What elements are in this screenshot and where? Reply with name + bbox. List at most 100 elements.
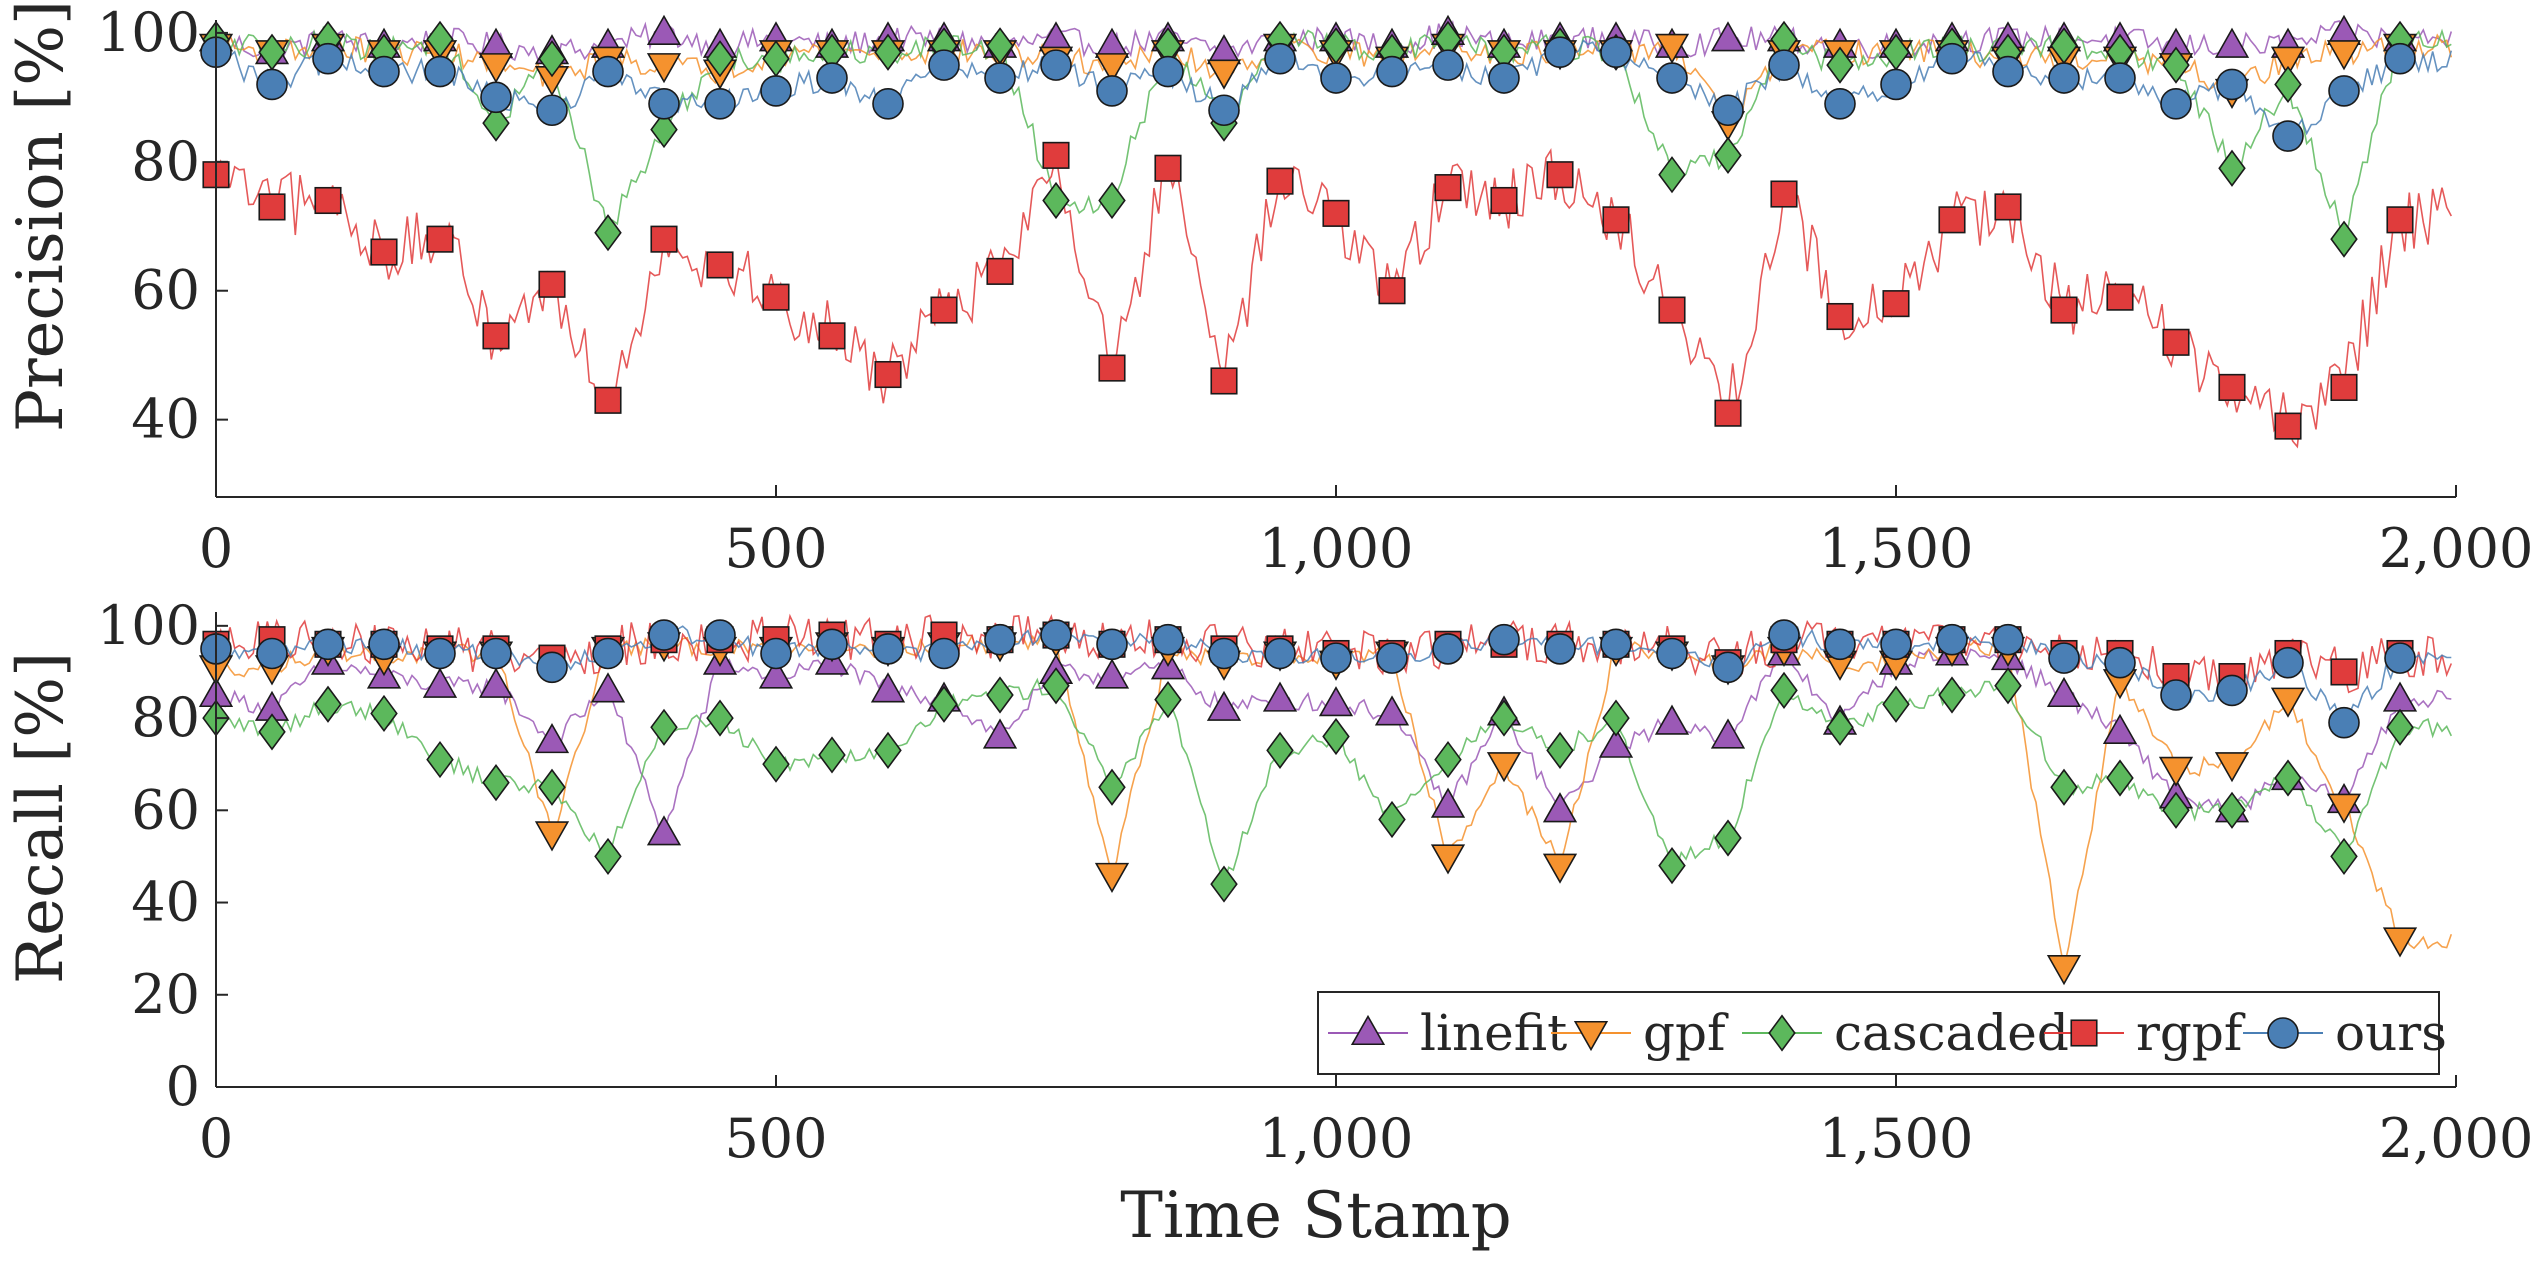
precision-panel: 40 60 80 100 0 500 1,000 1,500 2,000 Precision […: [4, 0, 2533, 580]
cascaded-marker: [2106, 759, 2134, 797]
cascaded-marker: [482, 104, 510, 142]
cascaded-marker: [538, 768, 566, 806]
rgpf-marker: [1546, 161, 1574, 189]
ours-marker: [1936, 623, 1968, 656]
rgpf-marker: [1490, 186, 1518, 215]
ours-marker: [1768, 49, 1800, 81]
rgpf-marker: [1938, 206, 1966, 234]
ours-marker: [1320, 642, 1352, 674]
cascaded-legend-marker: [1768, 1014, 1796, 1052]
gpf-marker: [2046, 955, 2082, 986]
rgpf-marker: [1770, 180, 1798, 208]
cascaded-marker: [2330, 837, 2358, 876]
ours-marker: [1600, 36, 1632, 69]
ours-marker: [816, 62, 848, 94]
y-tick-label: 80: [131, 686, 200, 749]
ours-marker: [1264, 42, 1296, 75]
ours-marker: [1320, 62, 1352, 94]
y-tick-label: 20: [131, 963, 200, 1026]
ours-marker: [312, 628, 344, 661]
ours-marker: [1544, 633, 1576, 665]
gpf-marker: [2382, 927, 2418, 958]
cascaded-marker: [874, 33, 902, 71]
gpf-marker: [646, 53, 682, 84]
cascaded-marker: [1434, 740, 1462, 779]
rgpf-marker: [2330, 658, 2358, 686]
linefit-legend-marker: [1350, 1014, 1386, 1046]
cascaded-marker: [258, 33, 286, 71]
linefit-marker: [646, 14, 682, 45]
cascaded-marker: [2218, 149, 2246, 187]
x-tick-label: 0: [199, 1107, 233, 1170]
cascaded-marker: [930, 685, 958, 723]
y-tick-label: 60: [131, 259, 200, 322]
recall-y-axis-label: Recall [%]: [4, 652, 78, 984]
cascaded-marker: [1042, 667, 1070, 705]
y-tick-label: 100: [97, 594, 200, 657]
ours-marker: [1656, 637, 1688, 670]
cascaded-marker: [594, 214, 622, 252]
ours-marker: [2384, 642, 2416, 674]
cascaded-marker: [1994, 667, 2022, 705]
ours-marker: [704, 619, 736, 651]
cascaded-marker: [1938, 676, 1966, 714]
ours-marker: [2216, 674, 2248, 707]
rgpf-marker: [818, 322, 846, 350]
time-stamp-x-axis-label: Time Stamp: [1120, 1179, 1511, 1253]
y-tick-label: 80: [131, 130, 200, 193]
ours-marker: [2328, 75, 2360, 107]
linefit-marker: [1094, 27, 1130, 58]
cascaded-marker: [1658, 156, 1686, 194]
linefit-marker: [646, 815, 682, 846]
ours-marker: [1824, 87, 1856, 120]
gpf-legend-label: gpf: [1643, 1004, 1729, 1062]
ours-marker: [648, 87, 680, 120]
rgpf-marker: [2218, 373, 2246, 401]
cascaded-marker: [258, 713, 286, 751]
ours-marker: [1600, 628, 1632, 661]
rgpf-marker: [1714, 399, 1742, 427]
cascaded-marker: [1098, 768, 1126, 806]
ours-marker: [872, 87, 904, 120]
precision-markers: [198, 14, 2418, 440]
linefit-marker: [870, 672, 906, 703]
cascaded-marker: [650, 708, 678, 746]
cascaded-marker: [650, 110, 678, 149]
ours-marker: [1936, 42, 1968, 75]
cascaded-marker: [1378, 800, 1406, 839]
rgpf-marker: [482, 322, 510, 350]
ours-marker: [536, 651, 568, 684]
ours-marker: [2048, 642, 2080, 674]
rgpf-marker: [1658, 296, 1686, 324]
ours-marker: [1712, 94, 1744, 127]
y-tick-label: 60: [131, 778, 200, 841]
rgpf-marker: [706, 251, 734, 279]
ours-marker: [928, 637, 960, 670]
cascaded-marker: [538, 40, 566, 78]
recall-panel: 0 20 40 60 80 100 0 500 1,000 1,500 2,000 Recall […: [4, 594, 2533, 1253]
ours-marker: [984, 623, 1016, 656]
rgpf-marker: [762, 283, 790, 311]
rgpf-marker: [1434, 174, 1462, 202]
cascaded-marker: [1490, 699, 1518, 737]
ours-marker: [1656, 62, 1688, 94]
rgpf-marker: [2274, 412, 2302, 440]
ours-marker: [2160, 679, 2192, 711]
gpf-marker: [1430, 844, 1466, 875]
cascaded-marker: [370, 694, 398, 733]
ours-marker: [1488, 62, 1520, 94]
cascaded-marker: [2330, 220, 2358, 258]
y-tick-label: 40: [131, 388, 200, 451]
ours-marker: [1040, 619, 1072, 651]
cascaded-marker: [2386, 708, 2414, 746]
cascaded-marker: [1882, 685, 1910, 723]
ours-marker: [592, 55, 624, 88]
ours-marker: [1992, 55, 2024, 88]
linefit-marker: [590, 672, 626, 703]
ours-marker: [760, 637, 792, 670]
linefit-marker: [1318, 686, 1354, 717]
rgpf-marker: [1322, 199, 1350, 227]
rgpf-marker: [1042, 141, 1070, 169]
cascaded-marker: [986, 27, 1014, 65]
ours-marker: [1544, 36, 1576, 69]
